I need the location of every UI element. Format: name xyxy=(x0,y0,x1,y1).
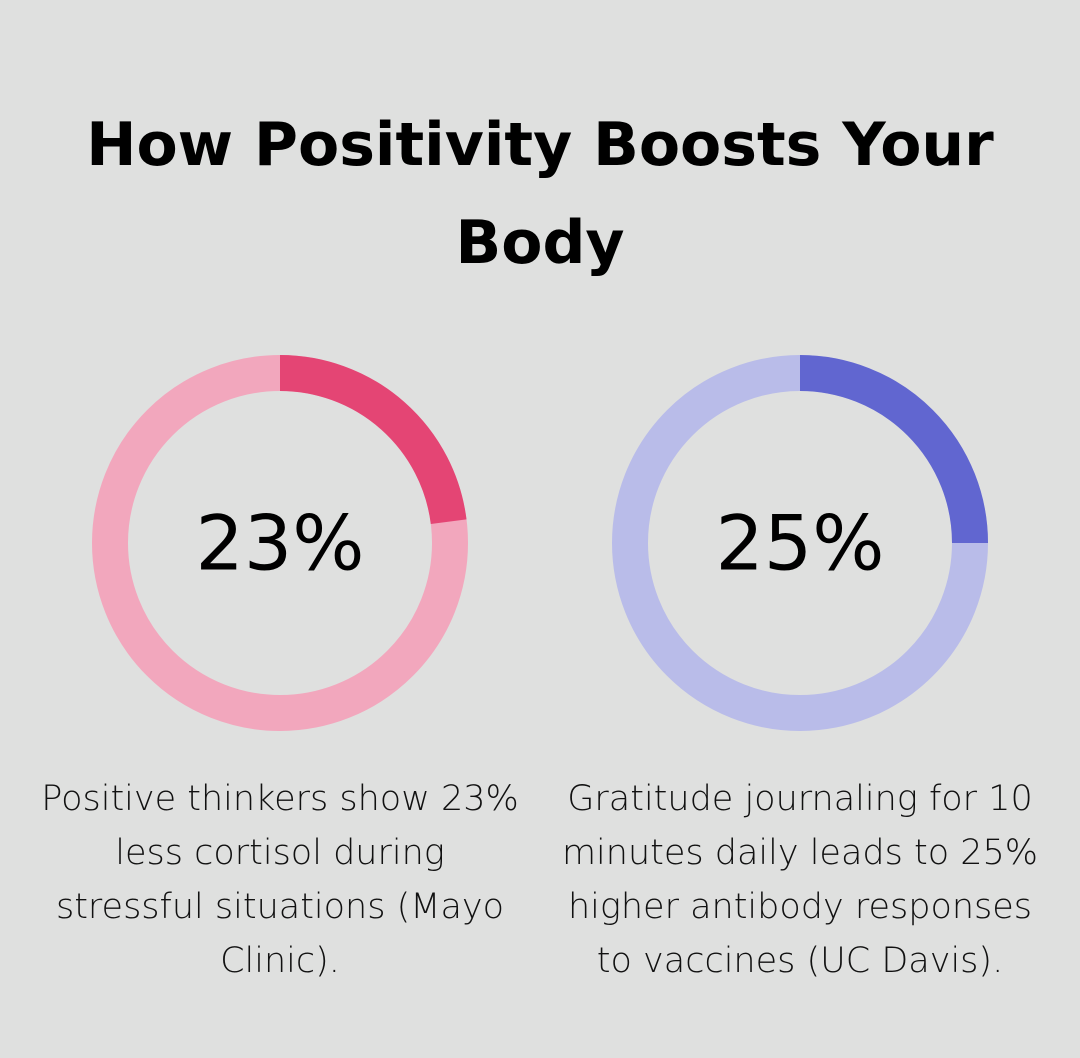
donut-segment xyxy=(799,355,988,544)
charts: 23% 25% xyxy=(92,355,988,731)
description: Gratitude journaling for 10 minutes dail… xyxy=(561,779,1039,981)
title: How Positivity Boosts Your Body xyxy=(86,110,994,278)
donut-segment xyxy=(279,355,467,525)
donut-value-label: 23% xyxy=(196,499,365,588)
description: Positive thinkers show 23% less cortisol… xyxy=(41,779,519,981)
donut-value-label: 25% xyxy=(716,499,885,588)
